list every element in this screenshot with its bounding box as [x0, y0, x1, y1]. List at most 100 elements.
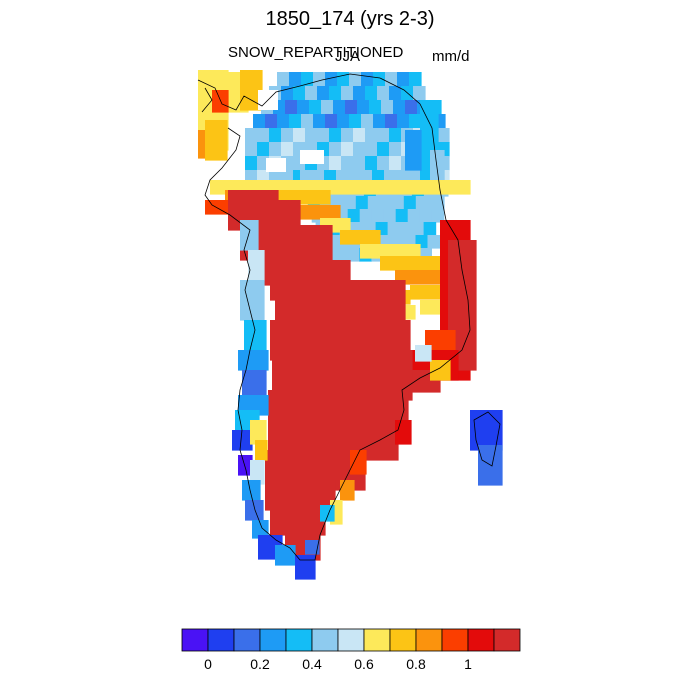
map-cell — [405, 130, 422, 171]
colorbar-swatch — [233, 628, 261, 652]
map-cell — [240, 220, 259, 251]
map-cell — [265, 114, 278, 129]
map-cell — [305, 540, 320, 555]
map-cell — [293, 86, 306, 101]
map-cell — [393, 100, 406, 115]
map-cell — [397, 72, 410, 87]
map-cell — [320, 505, 335, 522]
map-cell — [340, 230, 381, 245]
map-cell — [250, 460, 265, 485]
map-cell — [329, 156, 342, 171]
map-cell — [281, 142, 294, 157]
map-cell — [245, 142, 258, 157]
map-cell — [383, 209, 397, 223]
map-cell — [353, 142, 366, 157]
map-cell — [437, 128, 450, 143]
map-cell — [427, 235, 441, 249]
units-label: mm/d — [432, 48, 470, 65]
map-cell — [325, 114, 338, 129]
colorbar-tick-label: 0.8 — [406, 656, 426, 672]
map-cell — [343, 196, 357, 210]
map-cell — [281, 128, 294, 143]
map-cell — [245, 128, 258, 143]
map-cell — [337, 72, 350, 87]
map-cell — [205, 120, 228, 161]
map-cell — [395, 420, 412, 445]
map-cell — [415, 196, 429, 210]
colorbar-swatch — [259, 628, 287, 652]
map-cell — [365, 128, 378, 143]
map-cell — [349, 72, 362, 87]
map-cell — [255, 440, 268, 461]
colorbar-swatch — [181, 628, 209, 652]
map-cell — [269, 128, 282, 143]
map-cell — [313, 114, 326, 129]
map-cell — [269, 142, 282, 157]
map-cell — [395, 209, 409, 223]
colorbar-swatch — [415, 628, 443, 652]
map-cell — [305, 128, 318, 143]
colorbar-swatch — [467, 628, 495, 652]
map-cell — [341, 86, 354, 101]
map-gap — [266, 158, 286, 172]
colorbar-tick-label: 1 — [464, 656, 472, 672]
map-cell — [399, 222, 413, 236]
colorbar-swatch — [441, 628, 469, 652]
map-cell — [238, 455, 253, 476]
map-gap — [300, 150, 324, 164]
colorbar-swatch — [311, 628, 339, 652]
variable-label: SNOW_REPARTITIONED — [228, 44, 404, 61]
map-cell — [377, 156, 390, 171]
map-cell — [385, 114, 398, 129]
map-cell — [369, 100, 382, 115]
map-cell — [289, 72, 302, 87]
map-cell — [361, 72, 374, 87]
map-cell — [240, 70, 263, 111]
map-cells — [198, 70, 503, 580]
map-cell — [277, 114, 290, 129]
map-cell — [321, 100, 334, 115]
map-cell — [411, 222, 425, 236]
map-cell — [409, 72, 422, 87]
map-cell — [361, 114, 374, 129]
map-cell — [395, 270, 446, 285]
map-cell — [415, 345, 432, 362]
map-cell — [350, 450, 367, 475]
map-cell — [380, 256, 441, 271]
colorbar-swatch — [285, 628, 313, 652]
map-cell — [360, 244, 421, 259]
map-cell — [353, 156, 366, 171]
map-cell — [377, 142, 390, 157]
map-cell — [313, 72, 326, 87]
map-cell — [391, 196, 405, 210]
coastline-path — [473, 411, 501, 467]
map-cell — [340, 480, 355, 501]
map-cell — [335, 248, 348, 262]
map-cell — [275, 545, 296, 566]
map-cell — [297, 100, 310, 115]
map-cell — [250, 420, 267, 445]
map-cell — [317, 128, 330, 143]
map-cell — [325, 72, 338, 87]
coastline-path — [201, 87, 213, 113]
map-cell — [357, 100, 370, 115]
map-cell — [300, 205, 341, 220]
map-cell — [240, 280, 265, 321]
coastline — [197, 73, 501, 561]
map-cell — [301, 114, 314, 129]
map-cell — [347, 209, 361, 223]
map-cell — [341, 128, 354, 143]
map-cell — [242, 480, 261, 501]
map-cell — [347, 248, 360, 262]
map-cell — [373, 72, 386, 87]
map-cell — [341, 156, 354, 171]
colorbar-tick-label: 0.4 — [302, 656, 322, 672]
map-cell — [245, 156, 258, 171]
map-cell — [277, 72, 290, 87]
map-cell — [359, 209, 373, 223]
map-cell — [205, 200, 236, 215]
map-cell — [329, 86, 342, 101]
map-cell — [355, 196, 369, 210]
map-cell — [397, 114, 410, 129]
